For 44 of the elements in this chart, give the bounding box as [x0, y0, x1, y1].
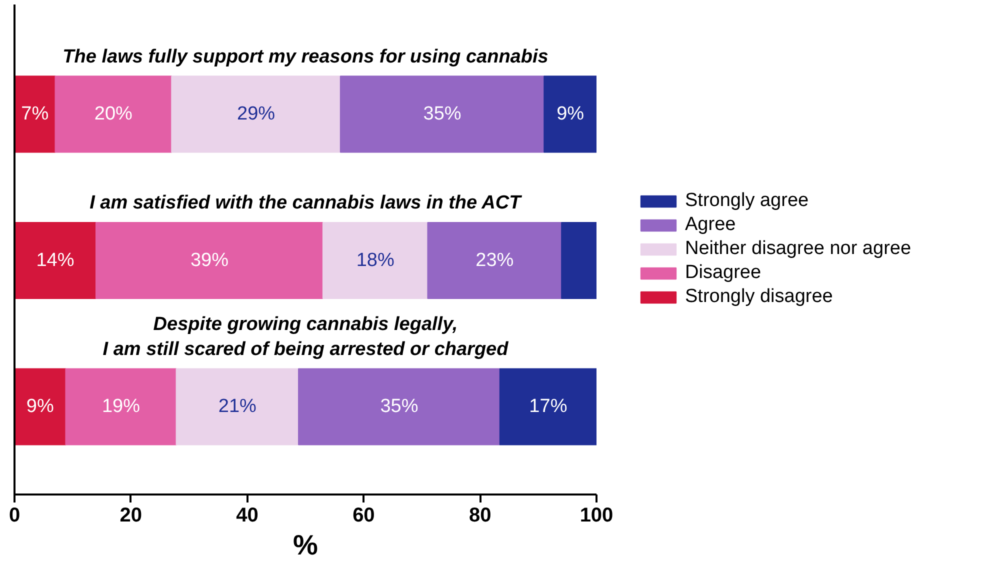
- y-tick-label: I am satisfied with the cannabis laws in the ACT: [90, 192, 522, 214]
- x-tick-label: 0: [8, 504, 20, 526]
- data-label: 9%: [556, 104, 584, 125]
- data-label: 20%: [94, 104, 133, 125]
- data-label: 19%: [102, 396, 140, 418]
- bar: [95, 222, 324, 299]
- bar: [14, 76, 56, 153]
- data-label: 29%: [237, 104, 276, 125]
- bar: [14, 222, 96, 299]
- data-label: 9%: [26, 396, 54, 418]
- legend-label: Neither disagree nor agree: [685, 238, 912, 260]
- bar: [14, 368, 66, 446]
- data-label: 35%: [423, 104, 462, 125]
- bar: [298, 368, 500, 446]
- bar: [427, 222, 562, 299]
- data-label: 14%: [36, 250, 74, 271]
- bar: [54, 76, 172, 153]
- legend-label: Disagree: [685, 262, 762, 284]
- x-axis-title: %: [293, 530, 318, 560]
- legend-label: Strongly disagree: [685, 286, 833, 308]
- data-label: 23%: [476, 250, 514, 271]
- bar: [322, 222, 428, 299]
- data-label: 21%: [218, 396, 257, 418]
- bar: [561, 222, 596, 299]
- x-tick-label: 80: [468, 504, 492, 526]
- bar: [544, 76, 596, 153]
- data-label: 18%: [356, 250, 394, 271]
- bar: [171, 76, 341, 153]
- x-tick-label: 40: [236, 504, 258, 526]
- bar: [340, 76, 545, 153]
- bar: [499, 368, 596, 446]
- data-label: 35%: [380, 396, 418, 418]
- data-label: 7%: [21, 104, 49, 125]
- bar: [176, 368, 300, 446]
- x-tick-label: 60: [352, 504, 375, 526]
- data-label: 17%: [529, 396, 568, 418]
- bar: [65, 368, 177, 446]
- x-tick-label: 100: [580, 504, 614, 526]
- y-tick-label: Despite growing cannabis legally, I am still scared of being arrested or charged: [102, 314, 509, 360]
- legend-label: Agree: [685, 214, 736, 236]
- legend-label: Strongly agree: [685, 190, 809, 212]
- y-tick-label: The laws fully support my reasons for using cannabis: [62, 46, 548, 68]
- x-tick-label: 20: [120, 504, 142, 526]
- data-label: 39%: [190, 250, 229, 271]
